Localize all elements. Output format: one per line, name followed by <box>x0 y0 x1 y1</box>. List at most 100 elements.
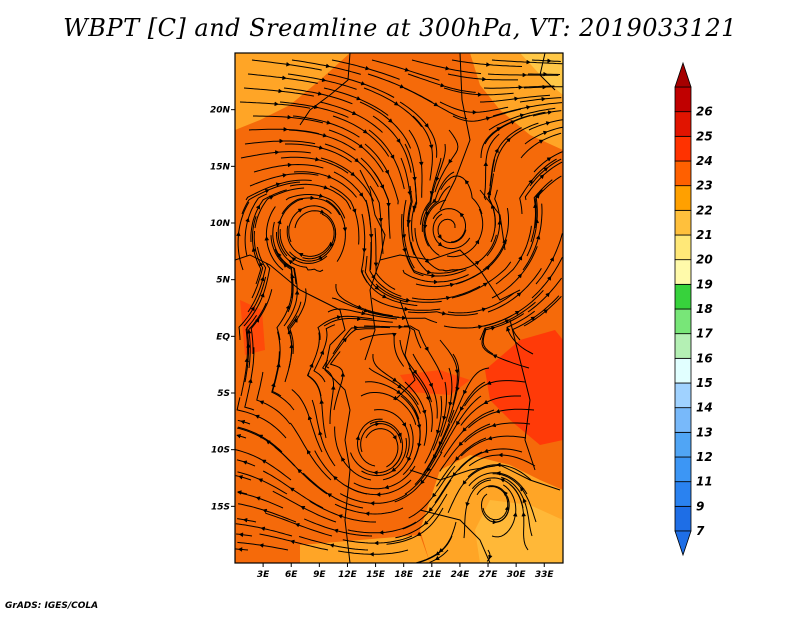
streamline-arrow <box>482 76 487 82</box>
streamline-arrow <box>542 130 548 136</box>
streamline-arrow <box>357 316 362 322</box>
streamline-arrow <box>396 138 401 144</box>
colorbar-segment <box>674 481 692 507</box>
streamline-arrow <box>465 502 470 507</box>
wbpt-24-region-e <box>485 330 563 445</box>
streamline-arrow <box>373 262 379 267</box>
streamline-arrow <box>485 265 491 271</box>
streamline-arrow <box>242 460 248 465</box>
streamline-arrow <box>542 84 547 90</box>
streamline-arrow <box>287 114 292 120</box>
streamline-arrow <box>326 120 332 125</box>
lat-tick-label: 10N <box>210 219 231 229</box>
streamline <box>531 59 561 62</box>
streamline-arrow <box>342 227 348 232</box>
streamline-arrow <box>337 514 343 519</box>
colorbar-over-arrow <box>674 61 692 88</box>
colorbar-segment <box>674 333 692 359</box>
streamline-arrow <box>244 357 250 363</box>
streamline-arrow <box>486 380 492 385</box>
streamline-arrow <box>435 176 440 182</box>
lon-tick-label: 3E <box>257 570 270 580</box>
colorbar-label: 7 <box>696 524 705 538</box>
streamline-arrow <box>445 295 451 301</box>
streamline-arrow <box>543 167 549 172</box>
streamline-arrow <box>300 506 306 511</box>
streamline-arrow <box>455 386 460 392</box>
streamline-arrow <box>317 255 323 260</box>
colorbar-segment <box>674 283 692 310</box>
streamline <box>529 158 562 187</box>
streamline-arrow <box>535 234 541 240</box>
streamline-arrow <box>330 385 336 390</box>
streamline-arrow <box>401 234 407 239</box>
streamline-arrow <box>420 479 425 485</box>
colorbar-segment <box>674 86 692 113</box>
streamline-arrow <box>460 406 465 412</box>
colorbar-segment <box>674 111 692 137</box>
streamline-arrow <box>259 261 264 267</box>
streamline-arrow <box>260 526 266 532</box>
streamline-arrow <box>485 116 491 121</box>
colorbar-segment <box>674 160 692 187</box>
streamline-arrow <box>262 508 268 514</box>
streamline-arrow <box>428 144 434 150</box>
streamline-arrow <box>441 310 447 316</box>
streamline-arrow <box>321 77 327 83</box>
streamline-arrow <box>498 452 503 458</box>
streamline-arrow <box>260 276 265 282</box>
streamline-arrow <box>369 500 375 506</box>
streamline-arrow <box>483 448 489 454</box>
streamline-arrow <box>398 324 403 330</box>
streamline-arrow <box>472 109 478 115</box>
streamline <box>237 471 288 495</box>
streamline-arrow <box>431 273 436 278</box>
streamline-arrow <box>260 292 265 298</box>
streamline-arrow <box>401 422 406 428</box>
streamline-arrow <box>545 292 550 298</box>
colorbar-label: 12 <box>696 450 713 464</box>
streamline-arrow <box>354 157 360 163</box>
streamline-arrow <box>259 400 265 405</box>
streamline-arrow <box>538 139 544 144</box>
streamline-arrow <box>492 519 498 525</box>
streamline-arrow <box>492 354 498 359</box>
streamline <box>238 503 297 523</box>
wbpt-21-region-s <box>300 535 430 563</box>
streamline-arrow <box>393 101 399 106</box>
colorbar-label: 21 <box>696 228 713 242</box>
streamline-arrow <box>329 543 335 548</box>
streamline-arrow <box>265 440 271 445</box>
streamline <box>237 492 284 509</box>
streamline-arrow <box>516 292 522 297</box>
streamline-arrow <box>351 110 357 115</box>
streamline-arrow <box>504 319 510 324</box>
streamline-arrow <box>277 219 282 225</box>
streamline-arrow <box>297 208 303 213</box>
streamline-arrow <box>242 517 248 523</box>
streamline-arrow <box>391 467 397 472</box>
lon-tick-label: 9E <box>313 570 326 580</box>
streamline <box>523 295 562 327</box>
streamline-arrow <box>362 248 367 253</box>
colorbar-segment <box>674 234 692 261</box>
streamline-arrow <box>494 148 499 154</box>
streamline-arrow <box>396 389 402 395</box>
streamline-arrow <box>392 435 397 440</box>
streamline-arrow <box>539 174 545 180</box>
streamline-arrow <box>295 522 300 528</box>
colorbar-segment <box>674 259 692 285</box>
colorbar-segment <box>674 382 692 409</box>
streamline-arrow <box>368 234 374 239</box>
streamline-arrow <box>392 377 398 382</box>
streamline-arrow <box>251 247 257 252</box>
streamline-arrow <box>434 555 440 560</box>
country-borders <box>235 53 561 563</box>
colorbar-segment <box>674 185 692 211</box>
streamline-arrow <box>362 129 368 134</box>
streamline-arrow <box>235 231 241 237</box>
streamline-arrow <box>318 145 324 150</box>
streamline-arrow <box>294 290 300 295</box>
streamlines <box>235 58 563 563</box>
colorbar-label: 24 <box>696 154 713 168</box>
